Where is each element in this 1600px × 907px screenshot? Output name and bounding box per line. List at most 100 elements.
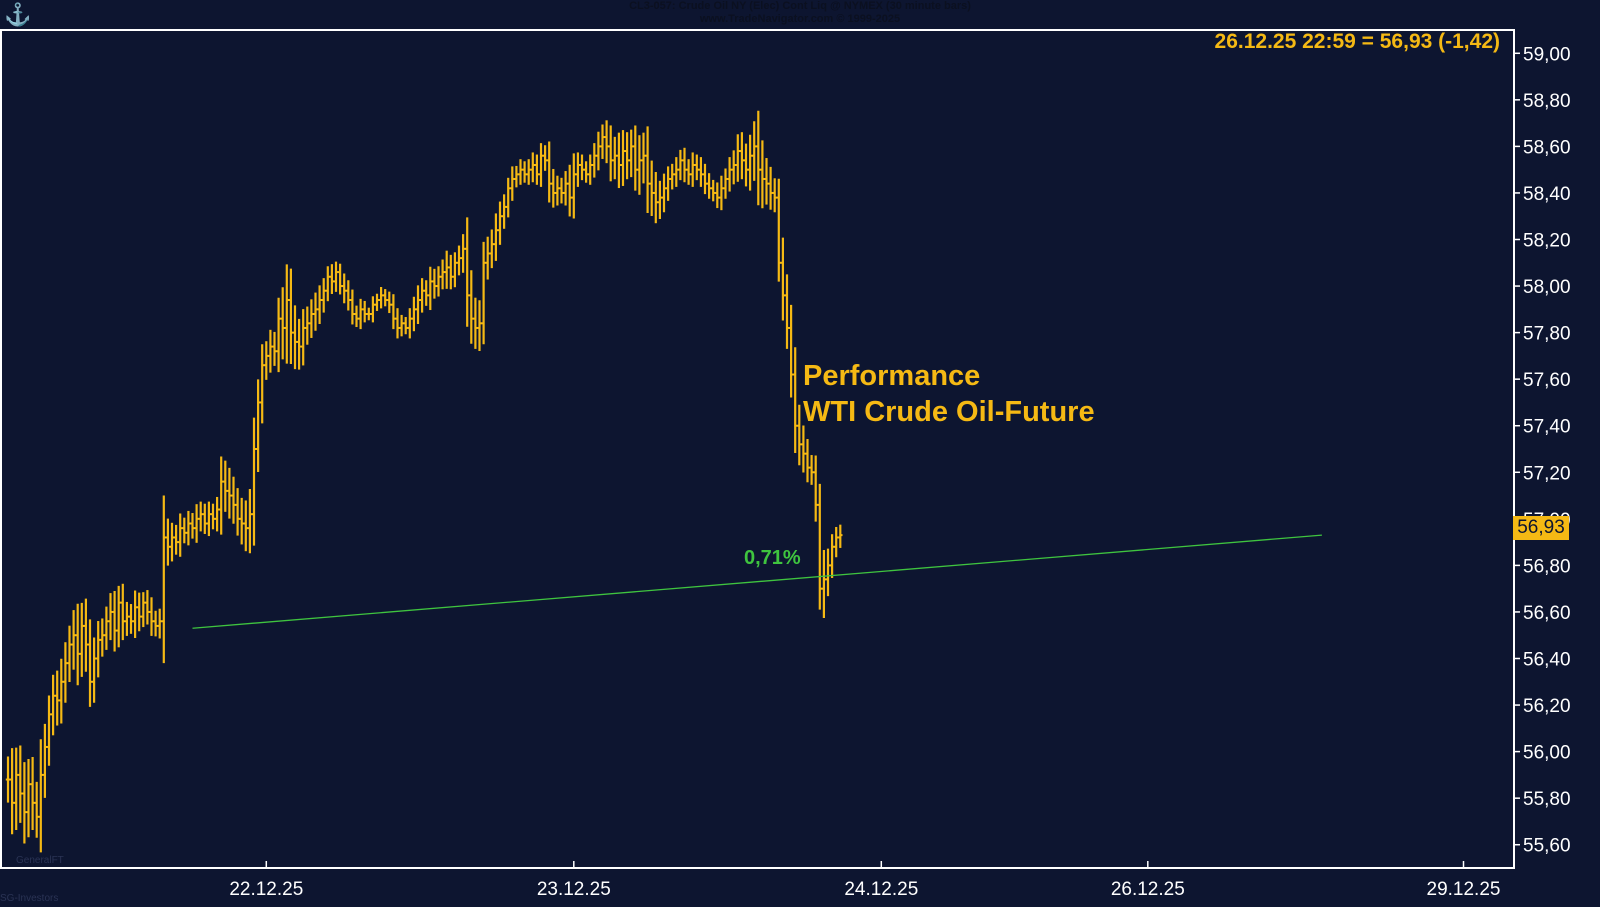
ohlc-bar <box>132 590 138 639</box>
ohlc-bar <box>522 161 527 183</box>
corner-note: GeneralFT <box>16 855 64 866</box>
ohlc-bar <box>362 300 367 323</box>
ohlc-bar <box>760 140 765 209</box>
ohlc-bar <box>350 289 355 325</box>
y-tick-label: 57,80 <box>1523 324 1571 345</box>
y-tick-label: 58,00 <box>1523 277 1571 298</box>
ohlc-bar <box>706 173 712 199</box>
ohlc-bar <box>71 610 76 670</box>
ohlc-bar <box>825 548 831 597</box>
ohlc-bar <box>329 264 335 294</box>
ohlc-bar <box>296 318 302 370</box>
ohlc-bar <box>534 154 540 185</box>
performance-line <box>192 534 1322 629</box>
ohlc-bar <box>637 135 642 195</box>
ohlc-bar <box>206 501 212 537</box>
annotation-line-1: Performance <box>803 360 981 392</box>
ohlc-bar <box>141 592 146 628</box>
ohlc-bar <box>493 213 499 261</box>
ohlc-bar <box>542 145 548 171</box>
ohlc-bar <box>214 496 220 532</box>
ohlc-bar <box>506 177 511 218</box>
ohlc-bar <box>182 517 187 544</box>
ohlc-bar <box>629 129 634 178</box>
ohlc-bar <box>817 483 822 610</box>
ohlc-bar <box>383 289 388 307</box>
ohlc-bar <box>526 159 531 185</box>
ohlc-bar <box>337 263 343 295</box>
ohlc-bar <box>317 285 322 324</box>
y-axis: 55,6055,8056,0056,2056,4056,6056,8057,00… <box>1513 44 1571 857</box>
ohlc-bar <box>784 274 790 349</box>
ohlc-bar <box>653 171 658 224</box>
y-tick-label: 56,80 <box>1523 556 1571 577</box>
ohlc-bar <box>682 147 687 183</box>
ohlc-bar <box>727 157 732 192</box>
ohlc-bar <box>456 245 462 276</box>
ohlc-bar <box>178 513 183 557</box>
ohlc-bar <box>551 168 556 208</box>
ohlc-bar <box>752 121 757 181</box>
ohlc-bar <box>235 488 240 536</box>
ohlc-bar <box>202 503 207 534</box>
ohlc-bar <box>612 136 617 180</box>
y-tick-label: 58,40 <box>1523 184 1571 205</box>
ohlc-bar <box>96 621 101 678</box>
ohlc-bar <box>686 159 691 185</box>
ohlc-bar <box>231 476 236 524</box>
ohlc-bar <box>834 526 839 558</box>
ohlc-bar <box>452 252 458 288</box>
ohlc-bar <box>378 286 384 309</box>
ohlc-bar <box>210 503 216 530</box>
ohlc-bar <box>260 344 265 424</box>
ohlc-bar <box>559 177 564 204</box>
ohlc-bar <box>137 592 142 632</box>
ohlc-bar <box>801 425 806 473</box>
ohlc-bar <box>620 130 626 186</box>
ohlc-bar <box>514 165 519 188</box>
ohlc-bar <box>292 305 298 370</box>
ohlc-bar <box>481 241 486 345</box>
ohlc-bar <box>530 152 535 183</box>
ohlc-bar <box>756 110 761 206</box>
ohlc-bar <box>780 237 786 321</box>
ohlc-bar <box>128 604 134 634</box>
y-tick-label: 58,60 <box>1523 137 1571 158</box>
ohlc-bar <box>424 280 429 306</box>
ohlc-bar <box>829 534 835 578</box>
x-tick-label: 22.12.25 <box>229 879 303 900</box>
ohlc-bar <box>588 154 593 185</box>
ohlc-bar <box>391 294 396 330</box>
ohlc-bar <box>18 745 23 823</box>
ohlc-bar <box>276 297 281 373</box>
footer-credit: SG-Investors <box>0 893 59 904</box>
ohlc-bar <box>436 266 441 297</box>
ohlc-bar <box>719 175 724 211</box>
ohlc-bar <box>22 762 27 844</box>
ohlc-bar <box>223 460 228 512</box>
ohlc-bar <box>747 134 753 191</box>
x-tick-label: 24.12.25 <box>844 879 918 900</box>
ohlc-bar <box>67 625 72 683</box>
ohlc-bar <box>120 583 125 641</box>
ohlc-bar <box>5 756 11 803</box>
ohlc-bar <box>190 513 195 539</box>
ohlc-bar <box>301 309 306 366</box>
ohlc-bar <box>30 756 35 831</box>
ohlc-bar <box>321 278 326 313</box>
ohlc-bar <box>616 132 622 189</box>
y-tick-label: 58,20 <box>1523 231 1571 252</box>
chart-source: www.TradeNavigator.com © 1999-2025 <box>699 13 901 25</box>
ohlc-bar <box>358 298 363 330</box>
ohlc-bar <box>108 593 113 641</box>
ohlc-bar <box>157 608 162 639</box>
ohlc-bar <box>501 194 507 229</box>
ohlc-bar <box>448 254 453 290</box>
y-tick-label: 56,40 <box>1523 650 1571 671</box>
ohlc-bar <box>42 723 48 798</box>
ohlc-bar <box>309 299 314 338</box>
ohlc-bar <box>764 158 769 205</box>
ohlc-bar <box>469 270 474 344</box>
ohlc-bar <box>674 157 679 187</box>
ohlc-bar <box>333 261 339 292</box>
